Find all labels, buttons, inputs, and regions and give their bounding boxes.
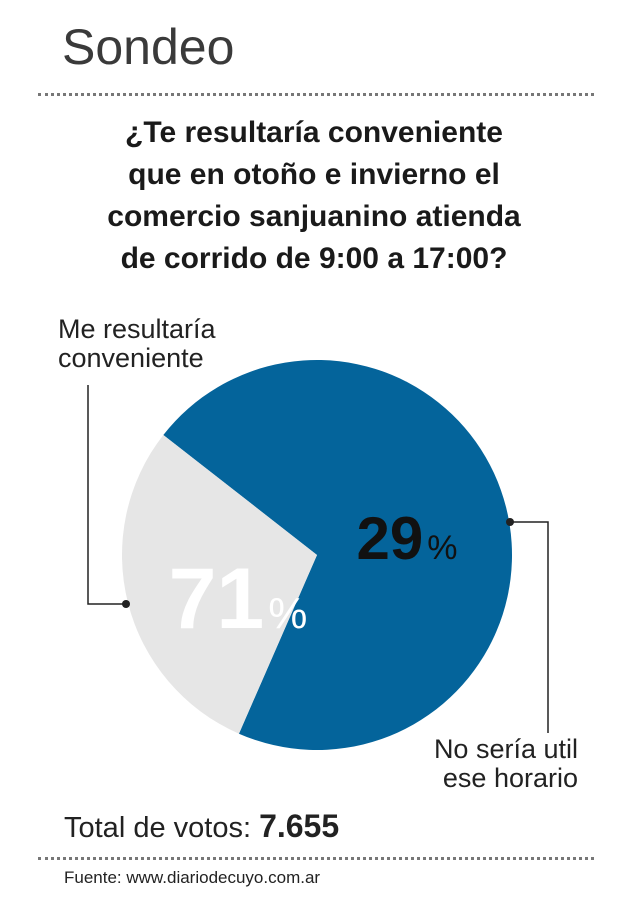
source-note: Fuente: www.diariodecuyo.com.ar xyxy=(64,868,321,887)
question-line: de corrido de 9:00 a 17:00? xyxy=(120,242,508,275)
pie-slice xyxy=(163,360,513,751)
callout-line xyxy=(87,385,126,605)
slice-value-unit: % xyxy=(268,589,307,638)
callout-line xyxy=(510,521,549,733)
total-votes-label: Total de votos: xyxy=(64,812,251,844)
total-votes-value: 7.655 xyxy=(259,808,340,844)
question-line: comercio sanjuanino atienda xyxy=(107,200,521,233)
slice-category-label: Me resultaría xyxy=(58,314,217,344)
callout-dot xyxy=(122,600,130,608)
top-divider xyxy=(38,93,594,96)
bottom-divider xyxy=(38,857,594,860)
survey-question: ¿Te resultaría conveniente que en otoño … xyxy=(0,112,628,280)
slice-category-label: conveniente xyxy=(58,343,204,373)
callout-dot xyxy=(506,518,514,526)
question-line: que en otoño e invierno el xyxy=(128,158,500,191)
page-title: Sondeo xyxy=(62,19,235,75)
total-votes: Total de votos: 7.655 xyxy=(64,808,339,845)
pie-slice xyxy=(121,434,317,734)
slice-category-label: No sería util xyxy=(434,734,578,764)
question-line: ¿Te resultaría conveniente xyxy=(125,116,503,149)
slice-category-label: ese horario xyxy=(443,763,578,793)
slice-value-unit: % xyxy=(427,529,457,567)
